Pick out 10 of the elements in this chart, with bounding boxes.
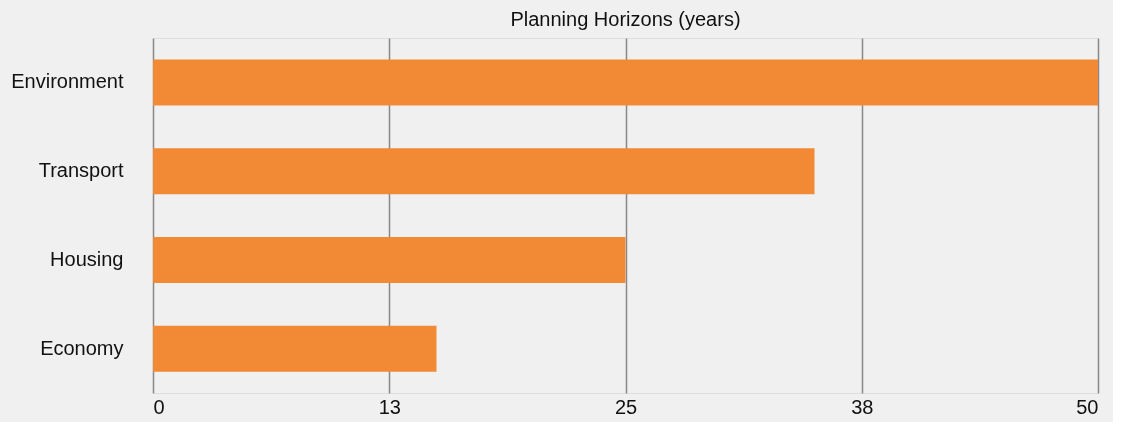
chart-title: Planning Horizons (years) — [510, 8, 741, 30]
y-tick-label: Transport — [38, 159, 124, 182]
x-tick-label: 38 — [851, 395, 874, 418]
x-tick-label: 50 — [1076, 395, 1099, 418]
x-tick-label: 13 — [378, 395, 401, 418]
y-tick-label: Environment — [11, 70, 124, 93]
y-tick-label: Housing — [50, 247, 124, 270]
y-tick-label: Economy — [40, 336, 124, 359]
x-tick-label: 0 — [153, 395, 165, 418]
x-tick-label: 25 — [614, 395, 638, 418]
